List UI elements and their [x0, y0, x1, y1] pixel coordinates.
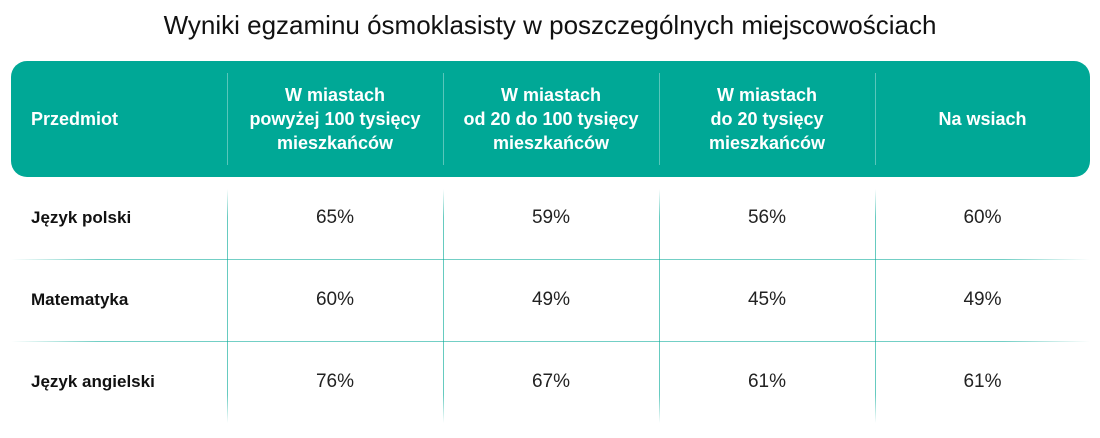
table-body: Język polski 65% 59% 56% 60% Matematyka … — [11, 177, 1090, 423]
header-cell-cities-over-100k: W miastach powyżej 100 tysięcy mieszkańc… — [227, 61, 443, 177]
value-cell: 60% — [315, 289, 355, 310]
subject-cell: Język polski — [31, 208, 132, 227]
value-cell: 76% — [315, 371, 355, 392]
column-divider — [875, 189, 876, 423]
value-cell: 45% — [747, 289, 787, 310]
subject-cell: Język angielski — [31, 372, 155, 391]
value-cell: 56% — [747, 207, 787, 228]
results-table: Przedmiot W miastach powyżej 100 tysięcy… — [11, 61, 1090, 423]
value-cell: 60% — [963, 207, 1002, 228]
value-cell: 61% — [963, 371, 1002, 392]
value-cell: 65% — [315, 207, 355, 228]
value-cell: 67% — [531, 371, 571, 392]
header-cell-cities-20k-100k: W miastach od 20 do 100 tysięcy mieszkań… — [443, 61, 659, 177]
column-divider — [659, 189, 660, 423]
value-cell: 61% — [747, 371, 787, 392]
table-row-english: Język angielski 76% 67% 61% 61% — [11, 341, 1090, 423]
column-divider — [443, 189, 444, 423]
value-cell: 49% — [531, 289, 571, 310]
table-row-math: Matematyka 60% 49% 45% 49% — [11, 259, 1090, 341]
subject-cell: Matematyka — [31, 290, 129, 309]
header-cell-cities-under-20k: W miastach do 20 tysięcy mieszkańców — [659, 61, 875, 177]
column-divider — [227, 189, 228, 423]
value-cell: 59% — [531, 207, 571, 228]
value-cell: 49% — [963, 289, 1002, 310]
table-header: Przedmiot W miastach powyżej 100 tysięcy… — [11, 61, 1090, 177]
chart-title: Wyniki egzaminu ósmoklasisty w poszczegó… — [163, 10, 937, 40]
header-cell-villages: Na wsiach — [875, 61, 1090, 177]
table-row-polish: Język polski 65% 59% 56% 60% — [11, 177, 1090, 259]
header-cell-subject: Przedmiot — [31, 109, 119, 129]
